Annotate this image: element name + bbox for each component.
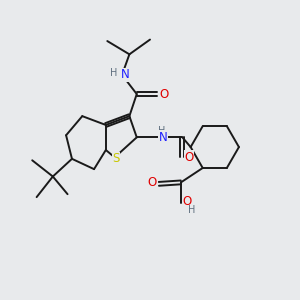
Text: O: O — [184, 151, 194, 164]
Text: H: H — [158, 126, 166, 136]
Text: O: O — [183, 195, 192, 208]
Text: N: N — [159, 131, 168, 144]
Text: O: O — [159, 88, 169, 100]
Text: H: H — [110, 68, 118, 78]
Text: H: H — [188, 206, 196, 215]
Text: S: S — [112, 152, 120, 165]
Text: N: N — [121, 68, 130, 81]
Text: O: O — [148, 176, 157, 189]
